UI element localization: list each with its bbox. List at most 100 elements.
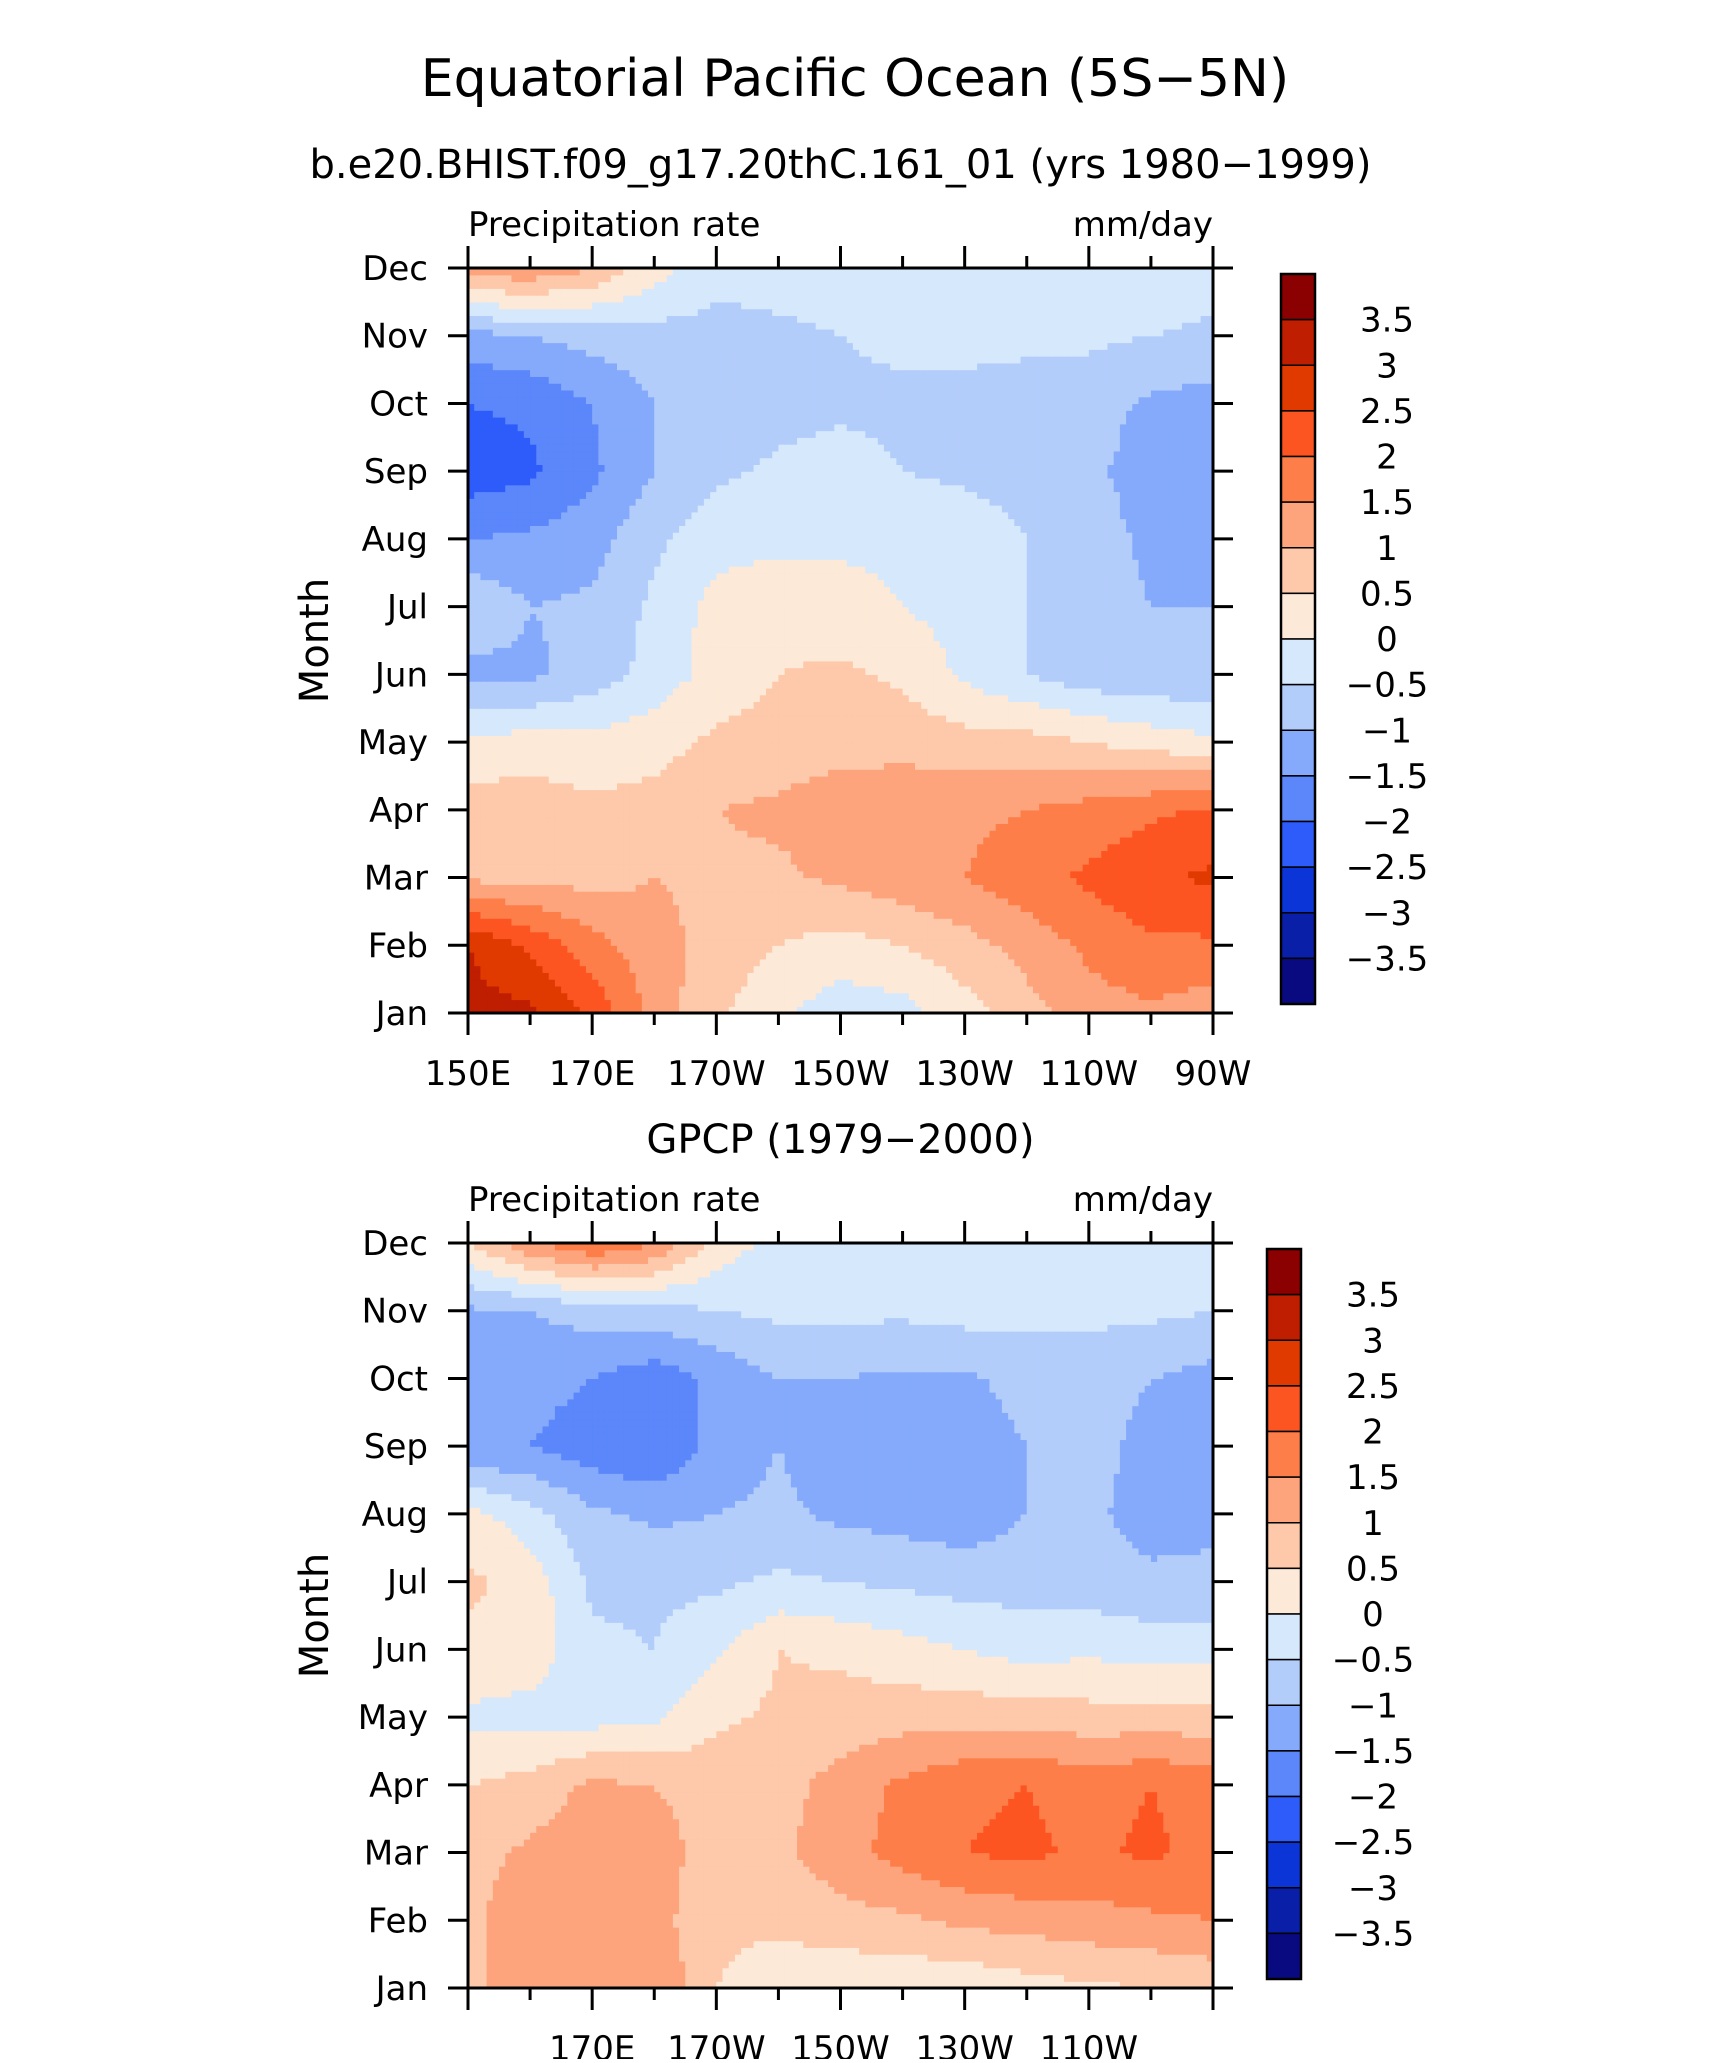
heatmap-cell xyxy=(1119,762,1127,770)
heatmap-cell xyxy=(1206,796,1213,804)
heatmap-cell xyxy=(1095,850,1102,858)
heatmap-cell xyxy=(517,979,525,987)
heatmap-cell xyxy=(598,809,606,818)
heatmap-cell xyxy=(610,965,618,973)
heatmap-cell xyxy=(492,891,500,899)
heatmap-cell xyxy=(1157,796,1164,804)
heatmap-cell xyxy=(1051,769,1059,777)
heatmap-cell xyxy=(511,850,519,858)
heatmap-cell xyxy=(1101,830,1109,838)
heatmap-cell xyxy=(883,884,891,892)
heatmap-cell xyxy=(1175,979,1183,987)
heatmap-cell xyxy=(474,762,482,770)
heatmap-cell xyxy=(530,918,537,926)
heatmap-cell xyxy=(592,769,599,777)
heatmap-cell xyxy=(617,891,624,899)
heatmap-cell xyxy=(561,884,568,892)
heatmap-cell xyxy=(1188,809,1195,818)
heatmap-cell xyxy=(1194,789,1202,797)
heatmap-cell xyxy=(517,904,525,913)
heatmap-cell xyxy=(1181,782,1189,791)
heatmap-cell xyxy=(790,904,798,913)
heatmap-cell xyxy=(1181,911,1189,919)
heatmap-cell xyxy=(697,911,705,919)
heatmap-cell xyxy=(778,904,786,913)
heatmap-cell xyxy=(660,843,668,852)
heatmap-cell xyxy=(1157,877,1164,885)
heatmap-cell xyxy=(939,965,947,973)
heatmap-cell xyxy=(1032,823,1040,831)
heatmap-cell xyxy=(728,728,736,736)
heatmap-cell xyxy=(1200,836,1208,845)
heatmap-cell xyxy=(654,803,662,811)
heatmap-cell xyxy=(927,735,935,743)
heatmap-cell xyxy=(567,979,575,987)
heatmap-cell xyxy=(716,972,724,980)
heatmap-cell xyxy=(641,924,649,933)
heatmap-cell xyxy=(660,857,668,865)
heatmap-cell xyxy=(921,965,929,973)
heatmap-cell xyxy=(554,877,562,885)
heatmap-cell xyxy=(741,958,748,967)
heatmap-cell xyxy=(505,965,513,973)
heatmap-cell xyxy=(1001,735,1009,743)
heatmap-cell xyxy=(1026,999,1034,1007)
heatmap-cell xyxy=(1088,992,1096,1001)
heatmap-cell xyxy=(902,958,910,967)
heatmap-cell xyxy=(871,911,879,919)
heatmap-cell xyxy=(1051,803,1059,811)
heatmap-cell xyxy=(523,769,531,777)
heatmap-cell xyxy=(542,938,550,946)
heatmap-cell xyxy=(896,1006,904,1013)
heatmap-cell xyxy=(1206,803,1213,811)
heatmap-cell xyxy=(865,897,873,906)
heatmap-cell xyxy=(977,836,984,845)
heatmap-cell xyxy=(573,864,581,872)
heatmap-cell xyxy=(1070,850,1078,858)
heatmap-cell xyxy=(970,809,978,818)
heatmap-cell xyxy=(561,891,568,899)
heatmap-cell xyxy=(579,884,587,892)
heatmap-cell xyxy=(554,836,562,845)
heatmap-cell xyxy=(1107,735,1115,743)
heatmap-cell xyxy=(1057,965,1065,973)
heatmap-cell xyxy=(1181,809,1189,818)
heatmap-cell xyxy=(1026,762,1034,770)
heatmap-cell xyxy=(641,836,649,845)
heatmap-cell xyxy=(468,972,475,980)
heatmap-cell xyxy=(1169,816,1177,824)
heatmap-cell xyxy=(1188,789,1195,797)
heatmap-cell xyxy=(672,857,680,865)
heatmap-cell xyxy=(542,809,550,818)
heatmap-cell xyxy=(753,965,761,973)
heatmap-cell xyxy=(691,857,699,865)
heatmap-cell xyxy=(995,823,1003,831)
heatmap-cell xyxy=(1138,972,1146,980)
heatmap-cell xyxy=(474,857,482,865)
heatmap-cell xyxy=(1181,958,1189,967)
heatmap-cell xyxy=(1020,884,1028,892)
heatmap-cell xyxy=(561,924,568,933)
heatmap-cell xyxy=(710,775,717,784)
heatmap-cell xyxy=(530,999,537,1007)
heatmap-cell xyxy=(1188,979,1195,987)
heatmap-cell xyxy=(734,897,742,906)
heatmap-cell xyxy=(1150,796,1158,804)
heatmap-cell xyxy=(915,884,922,892)
heatmap-cell xyxy=(995,850,1003,858)
heatmap-cell xyxy=(927,850,935,858)
heatmap-cell xyxy=(915,931,922,940)
heatmap-cell xyxy=(877,1006,885,1013)
heatmap-cell xyxy=(1132,769,1140,777)
heatmap-cell xyxy=(585,823,593,831)
heatmap-cell xyxy=(554,782,562,791)
heatmap-cell xyxy=(660,958,668,967)
heatmap-cell xyxy=(728,911,736,919)
heatmap-cell xyxy=(803,830,811,838)
heatmap-cell xyxy=(672,952,680,960)
heatmap-cell xyxy=(579,897,587,906)
heatmap-cell xyxy=(1101,796,1109,804)
heatmap-cell xyxy=(499,803,506,811)
heatmap-cell xyxy=(666,897,674,906)
heatmap-cell xyxy=(921,992,929,1001)
